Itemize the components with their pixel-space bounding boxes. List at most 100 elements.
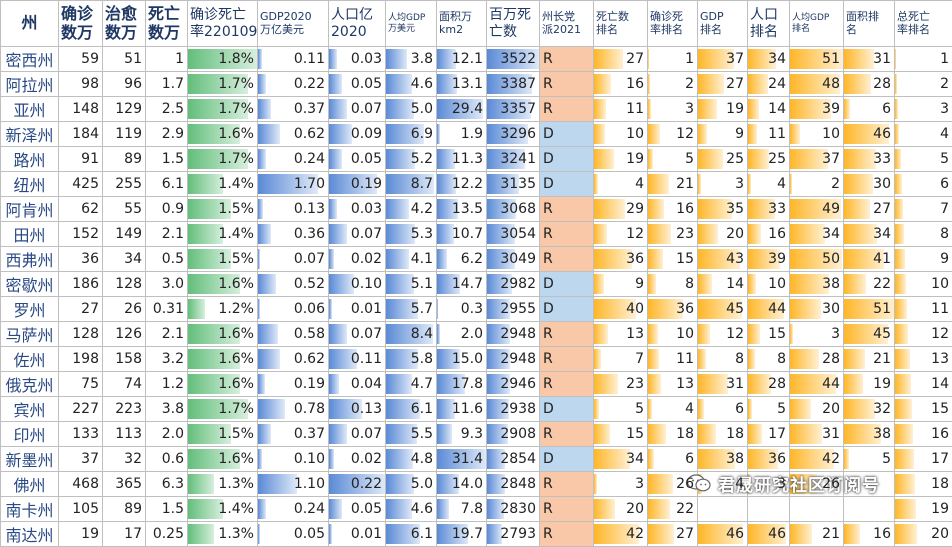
cell-area-rank[interactable]: 38 (844, 422, 895, 447)
cell-population[interactable]: 0.07 (329, 222, 386, 247)
cell-gdp-per-capita-rank[interactable]: 37 (790, 147, 844, 172)
cell-area[interactable]: 11.3 (437, 147, 487, 172)
cell-state[interactable]: 密歇州 (1, 272, 59, 297)
cell-recovered[interactable]: 149 (103, 222, 146, 247)
cell-state[interactable]: 新墨州 (1, 447, 59, 472)
cell-area-rank[interactable]: 5 (844, 447, 895, 472)
header-deaths-per-million[interactable]: 百万死亡数 (487, 1, 540, 47)
cell-deaths-rank[interactable]: 29 (594, 197, 648, 222)
cell-gdp[interactable]: 0.52 (258, 272, 329, 297)
cell-recovered[interactable]: 158 (103, 347, 146, 372)
cell-gdp-per-capita-rank[interactable]: 2 (790, 172, 844, 197)
cell-confirmed[interactable]: 152 (59, 222, 103, 247)
cell-confirmed[interactable]: 91 (59, 147, 103, 172)
cell-deaths-per-million[interactable]: 3387 (487, 72, 540, 97)
cell-area-rank[interactable]: 33 (844, 147, 895, 172)
cell-gdp-rank[interactable]: 14 (698, 272, 748, 297)
cell-confirmed[interactable]: 227 (59, 397, 103, 422)
cell-death-rate[interactable]: 1.8% (188, 47, 258, 72)
cell-governor-party[interactable]: D (540, 147, 594, 172)
cell-area-rank[interactable] (844, 497, 895, 522)
cell-population-rank[interactable]: 8 (748, 347, 790, 372)
cell-gdp-rank[interactable]: 37 (698, 47, 748, 72)
cell-population[interactable]: 0.01 (329, 297, 386, 322)
cell-gdp[interactable]: 0.62 (258, 347, 329, 372)
cell-population-rank[interactable]: 17 (748, 422, 790, 447)
cell-state[interactable]: 新泽州 (1, 122, 59, 147)
cell-deaths[interactable]: 0.25 (146, 522, 188, 547)
cell-area[interactable]: 14.0 (437, 472, 487, 497)
header-total-death-rate-rank[interactable]: 总死亡率排名 (895, 1, 952, 47)
cell-gdp[interactable]: 0.36 (258, 222, 329, 247)
cell-deaths-per-million[interactable]: 3054 (487, 222, 540, 247)
cell-recovered[interactable]: 89 (103, 497, 146, 522)
cell-total-death-rate-rank[interactable]: 1 (895, 47, 952, 72)
cell-gdp-per-capita[interactable]: 4.2 (386, 197, 437, 222)
cell-recovered[interactable]: 51 (103, 47, 146, 72)
cell-gdp-rank[interactable]: 25 (698, 147, 748, 172)
cell-population-rank[interactable]: 5 (748, 397, 790, 422)
header-recovered[interactable]: 治愈数万 (103, 1, 146, 47)
cell-deaths-per-million[interactable]: 2908 (487, 422, 540, 447)
cell-deaths[interactable]: 2.5 (146, 97, 188, 122)
cell-total-death-rate-rank[interactable]: 13 (895, 347, 952, 372)
cell-gdp-per-capita-rank[interactable]: 20 (790, 397, 844, 422)
cell-population-rank[interactable]: 16 (748, 222, 790, 247)
cell-deaths-rank[interactable]: 42 (594, 522, 648, 547)
cell-state[interactable]: 南卡州 (1, 497, 59, 522)
cell-total-death-rate-rank[interactable]: 19 (895, 497, 952, 522)
cell-gdp[interactable]: 1.10 (258, 472, 329, 497)
cell-deaths-rank[interactable]: 36 (594, 247, 648, 272)
cell-gdp[interactable]: 0.10 (258, 447, 329, 472)
cell-death-rate[interactable]: 1.6% (188, 372, 258, 397)
cell-area[interactable]: 7.8 (437, 497, 487, 522)
cell-population[interactable]: 0.11 (329, 347, 386, 372)
cell-gdp-per-capita[interactable]: 8.4 (386, 322, 437, 347)
cell-death-rate[interactable]: 1.6% (188, 272, 258, 297)
cell-governor-party[interactable]: R (540, 222, 594, 247)
cell-death-rate-rank[interactable]: 10 (648, 322, 698, 347)
cell-total-death-rate-rank[interactable]: 17 (895, 447, 952, 472)
cell-deaths-per-million[interactable]: 2946 (487, 372, 540, 397)
cell-gdp-per-capita[interactable]: 3.8 (386, 47, 437, 72)
cell-deaths[interactable]: 2.9 (146, 122, 188, 147)
cell-recovered[interactable]: 126 (103, 322, 146, 347)
cell-death-rate-rank[interactable]: 11 (648, 347, 698, 372)
cell-confirmed[interactable]: 425 (59, 172, 103, 197)
cell-population[interactable]: 0.10 (329, 272, 386, 297)
cell-population[interactable]: 0.07 (329, 97, 386, 122)
cell-deaths-rank[interactable]: 27 (594, 47, 648, 72)
cell-gdp-rank[interactable]: 8 (698, 347, 748, 372)
cell-deaths-rank[interactable]: 15 (594, 422, 648, 447)
cell-gdp[interactable]: 0.06 (258, 297, 329, 322)
cell-governor-party[interactable]: R (540, 97, 594, 122)
cell-area-rank[interactable]: 46 (844, 122, 895, 147)
cell-death-rate-rank[interactable]: 23 (648, 222, 698, 247)
cell-total-death-rate-rank[interactable]: 4 (895, 122, 952, 147)
cell-death-rate-rank[interactable]: 26 (648, 472, 698, 497)
cell-area-rank[interactable]: 16 (844, 522, 895, 547)
cell-gdp-per-capita-rank[interactable]: 50 (790, 247, 844, 272)
cell-population-rank[interactable]: 39 (748, 247, 790, 272)
header-population-rank[interactable]: 人口排名 (748, 1, 790, 47)
cell-governor-party[interactable]: D (540, 272, 594, 297)
header-area-rank[interactable]: 面积排名 (844, 1, 895, 47)
cell-governor-party[interactable]: D (540, 172, 594, 197)
cell-deaths[interactable]: 1.2 (146, 372, 188, 397)
cell-deaths[interactable]: 6.1 (146, 172, 188, 197)
cell-governor-party[interactable]: D (540, 397, 594, 422)
cell-confirmed[interactable]: 27 (59, 297, 103, 322)
cell-deaths-per-million[interactable]: 3357 (487, 97, 540, 122)
cell-population[interactable]: 0.05 (329, 72, 386, 97)
cell-death-rate-rank[interactable]: 1 (648, 47, 698, 72)
cell-deaths-rank[interactable]: 11 (594, 97, 648, 122)
cell-governor-party[interactable]: R (540, 322, 594, 347)
cell-death-rate[interactable]: 1.2% (188, 297, 258, 322)
cell-deaths-per-million[interactable]: 3522 (487, 47, 540, 72)
cell-confirmed[interactable]: 59 (59, 47, 103, 72)
cell-population-rank[interactable]: 44 (748, 297, 790, 322)
cell-state[interactable]: 阿肯州 (1, 197, 59, 222)
cell-governor-party[interactable]: R (540, 372, 594, 397)
